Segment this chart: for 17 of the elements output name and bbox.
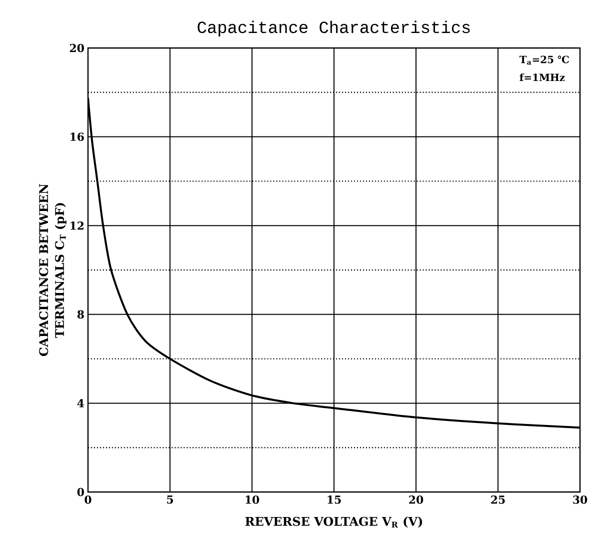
annotation: f=1MHz (520, 73, 565, 82)
x-tick-label: 20 (409, 496, 424, 504)
y-tick-label: 20 (70, 44, 84, 52)
chart-title: Capacitance Characteristics (198, 20, 470, 36)
x-tick-label: 10 (246, 496, 260, 504)
y-tick-label: 8 (77, 310, 84, 319)
x-tick-label: 15 (328, 496, 341, 504)
x-tick-label: 25 (491, 496, 505, 504)
x-tick-label: 0 (84, 496, 92, 504)
y-tick-label: 12 (70, 222, 84, 230)
x-tick-label: 5 (167, 496, 173, 504)
y-tick-label: 0 (77, 488, 84, 496)
y-tick-label: 4 (77, 399, 84, 408)
annotation: T$_{a}$=25 ℃ (519, 56, 569, 65)
x-tick-label: 30 (573, 496, 588, 504)
y-tick-label: 16 (70, 132, 84, 141)
x-axis-title: REVERSE VOLTAGE V$_{R}$ (V) (245, 516, 422, 528)
